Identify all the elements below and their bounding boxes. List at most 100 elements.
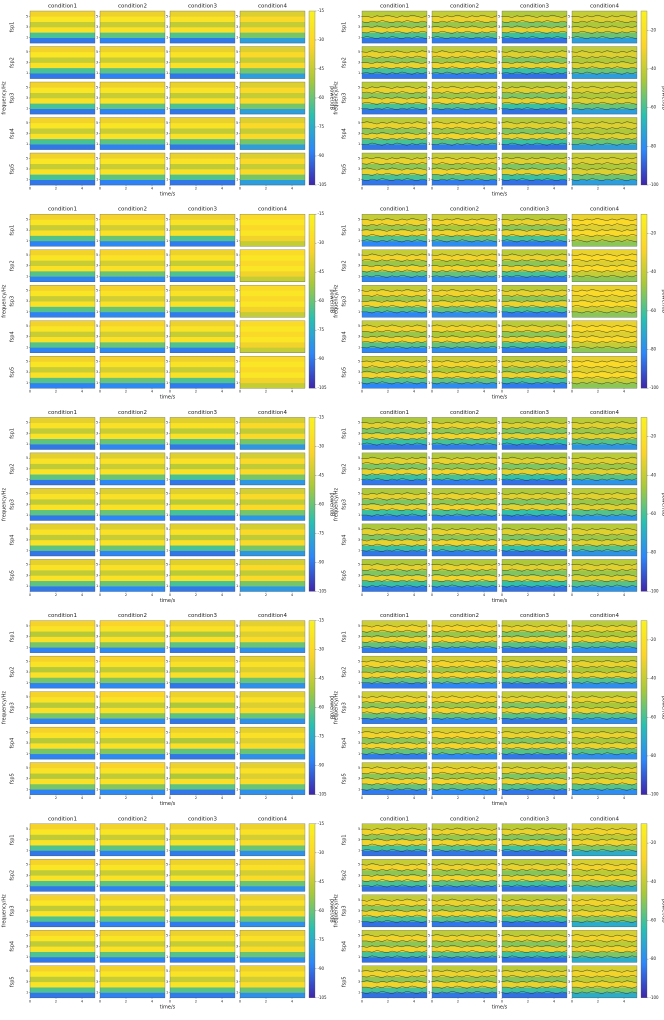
heatmap-cell bbox=[170, 845, 235, 851]
heatmap-cell bbox=[170, 16, 235, 22]
x-axis-label: time/s bbox=[160, 192, 176, 198]
heatmap-cell bbox=[240, 642, 305, 648]
heatmap-cell bbox=[170, 732, 235, 738]
y-tick-label: 5 bbox=[26, 898, 28, 902]
heatmap-cell bbox=[30, 494, 95, 500]
x-axis-label: time/s bbox=[160, 395, 176, 401]
y-tick-label: 3 bbox=[166, 573, 168, 577]
y-tick-label: 5 bbox=[26, 456, 28, 460]
heatmap-cell bbox=[30, 870, 95, 876]
heatmap-cell bbox=[170, 773, 235, 779]
heatmap-cell bbox=[432, 372, 497, 378]
heatmap-cell bbox=[30, 271, 95, 277]
x-tick-label: 0 bbox=[29, 796, 31, 800]
y-tick-label: 3 bbox=[26, 96, 28, 100]
column-title: condition4 bbox=[590, 613, 619, 619]
x-tick-label: 0 bbox=[361, 796, 363, 800]
y-tick-label: 3 bbox=[428, 538, 430, 542]
y-tick-label: 5 bbox=[96, 456, 98, 460]
heatmap-cell bbox=[100, 677, 165, 683]
heatmap-cell bbox=[30, 27, 95, 33]
heatmap-cell bbox=[432, 840, 497, 846]
heatmap-cell bbox=[432, 647, 497, 653]
row-label: fsp5 bbox=[342, 164, 348, 175]
heatmap-cell bbox=[170, 109, 235, 115]
heatmap-cell bbox=[432, 859, 497, 865]
y-tick-label: 3 bbox=[358, 873, 360, 877]
heatmap-cell bbox=[240, 748, 305, 754]
heatmap-cell bbox=[572, 683, 637, 689]
y-tick-label: 1 bbox=[498, 955, 500, 959]
heatmap-cell bbox=[572, 38, 637, 44]
y-tick-label: 5 bbox=[498, 527, 500, 531]
y-tick-label: 1 bbox=[498, 274, 500, 278]
y-tick-label: 5 bbox=[166, 456, 168, 460]
heatmap-cell bbox=[502, 241, 567, 247]
column-title: condition1 bbox=[48, 410, 77, 416]
colorbar-tick-label: -60 bbox=[318, 95, 325, 100]
heatmap-cell bbox=[100, 784, 165, 790]
row-label: fsp5 bbox=[10, 570, 16, 581]
y-tick-label: 1 bbox=[96, 142, 98, 146]
heatmap-cell bbox=[240, 276, 305, 282]
heatmap-cell bbox=[170, 123, 235, 129]
heatmap-cell bbox=[432, 27, 497, 33]
heatmap-cell bbox=[362, 214, 427, 220]
heatmap-cell bbox=[362, 93, 427, 99]
heatmap-cell bbox=[30, 118, 95, 124]
y-tick-label: 3 bbox=[498, 370, 500, 374]
heatmap-cell bbox=[30, 428, 95, 434]
heatmap-cell bbox=[432, 565, 497, 571]
heatmap-cell bbox=[170, 886, 235, 892]
y-tick-label: 3 bbox=[428, 264, 430, 268]
y-axis-label: frequency/Hz bbox=[2, 894, 8, 928]
heatmap-cell bbox=[362, 109, 427, 115]
colorbar-tick-label: -30 bbox=[318, 647, 325, 652]
heatmap-cell bbox=[572, 824, 637, 830]
heatmap-cell bbox=[432, 38, 497, 44]
y-tick-label: 5 bbox=[428, 218, 430, 222]
heatmap-cell bbox=[432, 886, 497, 892]
y-tick-label: 3 bbox=[498, 61, 500, 65]
colorbar-tick-label: -60 bbox=[650, 511, 657, 516]
heatmap-cell bbox=[100, 82, 165, 88]
y-tick-label: 5 bbox=[498, 863, 500, 867]
y-tick-label: 1 bbox=[96, 787, 98, 791]
y-tick-label: 5 bbox=[96, 898, 98, 902]
y-tick-label: 3 bbox=[358, 777, 360, 781]
y-tick-label: 1 bbox=[568, 681, 570, 685]
heatmap-cell bbox=[432, 57, 497, 63]
y-tick-label: 5 bbox=[498, 934, 500, 938]
heatmap-cell bbox=[572, 982, 637, 988]
colorbar-tick-label: -90 bbox=[318, 966, 325, 971]
heatmap-cell bbox=[30, 123, 95, 129]
heatmap-cell bbox=[362, 957, 427, 963]
x-tick-label: 4 bbox=[413, 593, 416, 597]
heatmap-cell bbox=[30, 52, 95, 58]
y-tick-label: 1 bbox=[236, 345, 238, 349]
x-tick-label: 4 bbox=[151, 796, 154, 800]
colorbar-tick-label: -80 bbox=[650, 550, 657, 555]
y-tick-label: 5 bbox=[26, 827, 28, 831]
heatmap-cell bbox=[170, 22, 235, 28]
heatmap-cell bbox=[502, 789, 567, 795]
heatmap-cell bbox=[432, 123, 497, 129]
y-tick-label: 5 bbox=[236, 659, 238, 663]
heatmap-cell bbox=[100, 941, 165, 947]
y-tick-label: 3 bbox=[236, 909, 238, 913]
y-tick-label: 1 bbox=[428, 345, 430, 349]
y-tick-label: 5 bbox=[428, 898, 430, 902]
heatmap-cell bbox=[240, 570, 305, 576]
heatmap-cell bbox=[502, 73, 567, 79]
heatmap-cell bbox=[240, 174, 305, 180]
heatmap-cell bbox=[502, 93, 567, 99]
y-tick-label: 5 bbox=[568, 563, 570, 567]
heatmap-cell bbox=[30, 524, 95, 530]
y-tick-label: 1 bbox=[236, 239, 238, 243]
heatmap-cell bbox=[170, 784, 235, 790]
heatmap-cell bbox=[30, 743, 95, 749]
y-tick-label: 5 bbox=[358, 218, 360, 222]
heatmap-cell bbox=[362, 870, 427, 876]
y-tick-label: 1 bbox=[428, 848, 430, 852]
heatmap-cell bbox=[100, 331, 165, 337]
